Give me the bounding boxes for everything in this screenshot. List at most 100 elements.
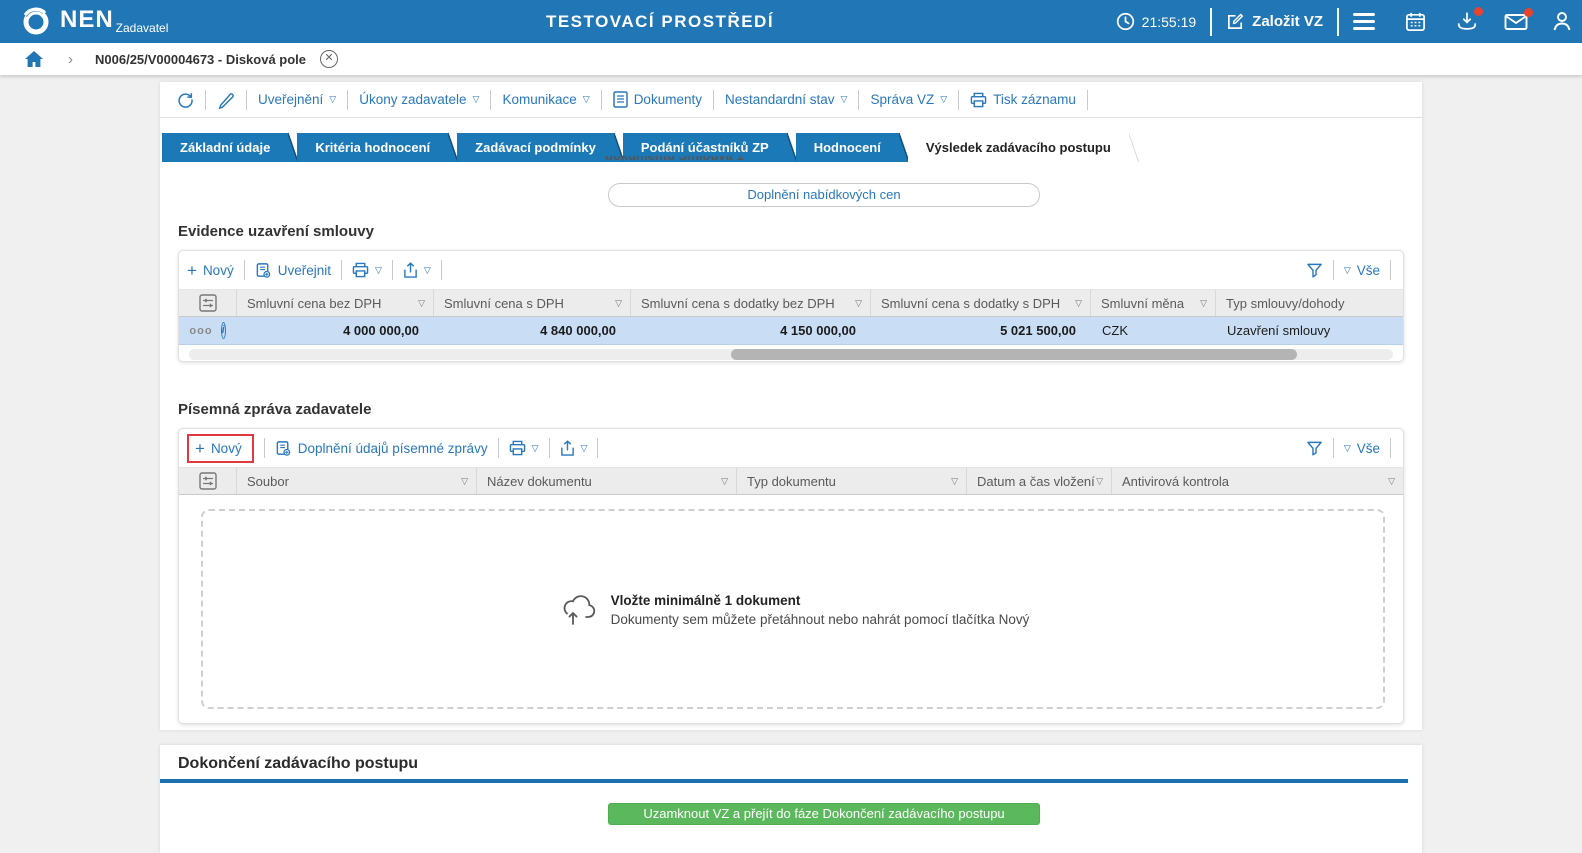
- divider: [958, 89, 960, 110]
- menu-hamburger-icon[interactable]: [1353, 13, 1375, 30]
- fill-report-data-button[interactable]: Doplnění údajů písemné zprávy: [275, 440, 488, 457]
- new-report-button[interactable]: + Nový: [195, 438, 242, 458]
- column-header[interactable]: Smluvní cena bez DPH ▽: [236, 290, 433, 316]
- report-toolbar: + Nový Doplnění údajů písemné zprávy: [179, 429, 1403, 467]
- chevron-right-icon: ›: [68, 50, 73, 68]
- cloud-upload-icon: [557, 593, 597, 627]
- doplneni-nabidkovych-cen-button[interactable]: Doplnění nabídkových cen: [608, 183, 1040, 207]
- menu-sprava-vz[interactable]: Správa VZ ▽: [870, 92, 948, 107]
- chevron-down-icon: ▽: [580, 442, 588, 453]
- breadcrumb-record[interactable]: N006/25/V00004673 - Disková pole: [95, 51, 307, 67]
- brand-subtitle: Zadavatel: [115, 21, 169, 35]
- downloads-button[interactable]: [1456, 7, 1483, 32]
- divider: [490, 89, 492, 110]
- tab-kriteria-hodnoceni[interactable]: Kritéria hodnocení: [297, 133, 459, 162]
- column-header[interactable]: Datum a čas vložení ▽: [966, 468, 1111, 494]
- printer-icon: [970, 92, 987, 108]
- column-header[interactable]: Smluvní měna ▽: [1090, 290, 1215, 316]
- publish-button[interactable]: Uveřejnit: [255, 262, 331, 279]
- divider: [858, 89, 860, 110]
- tab-zakladni-udaje[interactable]: Základní údaje: [162, 133, 299, 162]
- chevron-down-icon: ▽: [329, 94, 337, 104]
- divider: [440, 260, 442, 280]
- contract-table-header: Smluvní cena bez DPH ▽ Smluvní cena s DPH…: [179, 289, 1403, 317]
- publish-icon: [275, 440, 292, 457]
- completion-title: Dokončení zadávacího postupu: [178, 755, 419, 772]
- contract-section-title: Evidence uzavření smlouvy: [178, 223, 374, 240]
- export-menu-button[interactable]: ▽: [403, 261, 431, 279]
- view-all-button[interactable]: ▽ Vše: [1343, 440, 1380, 456]
- tab-vysledek-zadavaciho-postupu[interactable]: Výsledek zadávacího postupu: [907, 133, 1139, 162]
- print-menu-button[interactable]: ▽: [509, 440, 539, 456]
- divider: [246, 89, 247, 110]
- refresh-icon[interactable]: [176, 91, 194, 109]
- column-header[interactable]: Smluvní cena s DPH ▽: [433, 290, 630, 316]
- menu-dokumenty[interactable]: Dokumenty: [612, 91, 702, 108]
- column-settings-icon[interactable]: [179, 290, 236, 316]
- column-header[interactable]: Název dokumentu ▽: [476, 468, 736, 494]
- divider: [1210, 7, 1213, 36]
- contract-panel: + Nový Uveřejnit ▽: [178, 250, 1404, 362]
- filter-icon[interactable]: [1306, 440, 1323, 457]
- breadcrumb: › N006/25/V00004673 - Disková pole ✕: [0, 43, 1582, 75]
- tab-podani-ucastniku-zp[interactable]: Podání účastníků ZP: [622, 133, 797, 162]
- horizontal-scrollbar[interactable]: [189, 349, 1393, 360]
- messages-button[interactable]: [1504, 7, 1533, 32]
- section-divider: [160, 779, 1408, 783]
- chevron-down-icon: ▽: [1075, 297, 1082, 308]
- document-dropzone[interactable]: Vložte minimálně 1 dokument Dokumenty se…: [201, 509, 1385, 709]
- column-header[interactable]: Typ dokumentu ▽: [736, 468, 966, 494]
- user-profile-button[interactable]: [1552, 11, 1572, 32]
- menu-uverejneni[interactable]: Uveřejnění ▽: [258, 92, 337, 107]
- close-record-icon[interactable]: ✕: [320, 50, 339, 68]
- chevron-down-icon: ▽: [1096, 475, 1103, 486]
- record-action-bar: Uveřejnění ▽ Úkony zadavatele ▽ Komunika…: [160, 82, 1422, 118]
- edit-pencil-icon[interactable]: [217, 91, 235, 109]
- contract-table-row[interactable]: ooo i 4 000 000,00 4 840 000,00 4 150 00…: [179, 317, 1403, 345]
- column-header[interactable]: Soubor ▽: [236, 468, 476, 494]
- home-icon[interactable]: [24, 50, 44, 68]
- column-header[interactable]: Antivirová kontrola ▽: [1111, 468, 1403, 494]
- downloads-badge: [1474, 7, 1483, 16]
- lock-vz-button[interactable]: Uzamknout VZ a přejít do fáze Dokončení …: [608, 803, 1040, 825]
- menu-komunikace[interactable]: Komunikace ▽: [502, 92, 590, 107]
- menu-ukony-zadavatele[interactable]: Úkony zadavatele ▽: [359, 92, 480, 107]
- plus-icon: +: [195, 438, 205, 458]
- new-contract-button[interactable]: + Nový: [187, 260, 234, 280]
- column-settings-icon[interactable]: [179, 468, 236, 494]
- divider: [1337, 7, 1339, 36]
- view-all-button[interactable]: ▽ Vše: [1343, 262, 1380, 278]
- info-icon[interactable]: i: [220, 322, 226, 339]
- print-menu-button[interactable]: ▽: [352, 262, 382, 278]
- column-header[interactable]: Smluvní cena s dodatky bez DPH ▽: [630, 290, 870, 316]
- calendar-button[interactable]: [1405, 11, 1426, 32]
- export-menu-button[interactable]: ▽: [560, 439, 588, 457]
- nen-logo[interactable]: NEN Zadavatel: [20, 5, 168, 37]
- menu-tisk-zaznamu[interactable]: Tisk záznamu: [970, 92, 1076, 108]
- row-menu-icon[interactable]: ooo: [189, 324, 213, 337]
- column-header[interactable]: Typ smlouvy/dohody: [1215, 290, 1403, 316]
- chevron-down-icon: ▽: [374, 264, 382, 275]
- divider: [1332, 438, 1334, 458]
- dropzone-hint: Dokumenty sem můžete přetáhnout nebo nah…: [610, 612, 1030, 627]
- chevron-down-icon: ▽: [855, 297, 862, 308]
- server-time: 21:55:19: [1141, 13, 1197, 30]
- chevron-down-icon: ▽: [721, 475, 728, 486]
- divider: [600, 89, 602, 110]
- report-table-header: Soubor ▽ Název dokumentu ▽ Typ dokumentu ▽ …: [179, 467, 1403, 495]
- filter-icon[interactable]: [1306, 262, 1323, 279]
- menu-nestandardni-stav[interactable]: Nestandardní stav ▽: [724, 92, 848, 107]
- nen-logo-icon: [20, 5, 52, 37]
- tab-zadavaci-podminky[interactable]: Zadávací podmínky: [457, 133, 624, 162]
- scrollbar-thumb[interactable]: [730, 349, 1297, 360]
- column-header[interactable]: Smluvní cena s dodatky s DPH ▽: [870, 290, 1090, 316]
- report-section-title: Písemná zpráva zadavatele: [178, 401, 372, 418]
- chevron-down-icon: ▽: [531, 442, 539, 453]
- divider: [1086, 89, 1088, 110]
- tab-hodnoceni[interactable]: Hodnocení: [795, 133, 910, 162]
- completion-section: Dokončení zadávacího postupu Uzamknout V…: [160, 745, 1422, 853]
- chevron-down-icon: ▽: [840, 94, 848, 104]
- create-vz-button[interactable]: Založit VZ: [1226, 12, 1323, 31]
- brand-name: NEN: [60, 6, 114, 33]
